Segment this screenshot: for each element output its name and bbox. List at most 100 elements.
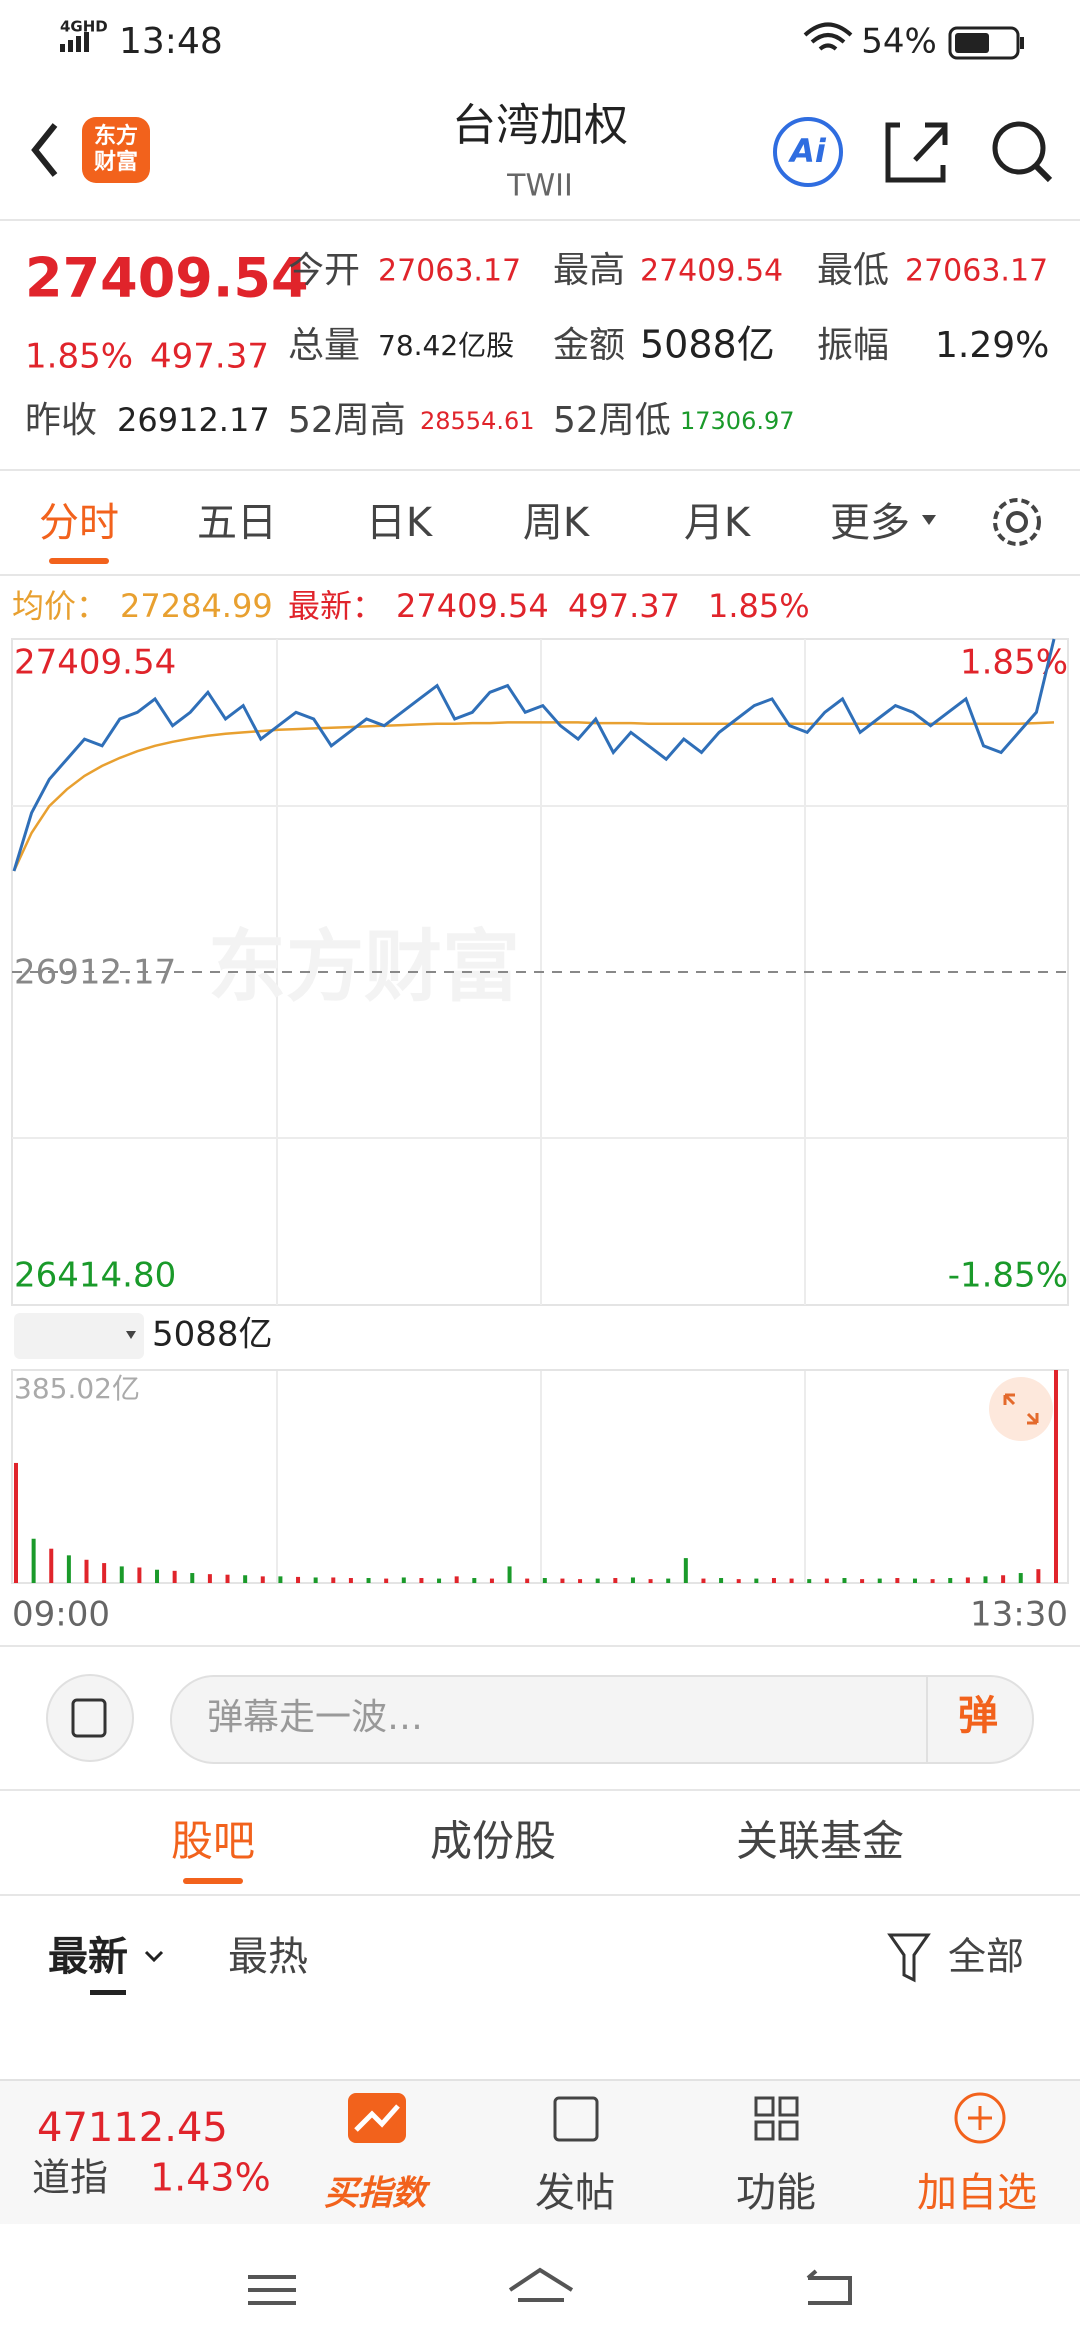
volume-bar — [348, 1578, 353, 1583]
period-tab[interactable]: 周K — [523, 500, 591, 546]
volume-bar — [930, 1579, 935, 1583]
nav-item[interactable]: 发帖 — [535, 2170, 615, 2216]
index-name[interactable]: 道指 — [32, 2156, 108, 2200]
volume-bar — [225, 1574, 230, 1583]
danmaku-placeholder: 弹幕走一波… — [207, 1697, 423, 1738]
price-line — [12, 638, 1056, 872]
filter-all[interactable]: 全部 — [948, 1935, 1024, 1979]
danmaku-settings[interactable] — [46, 1674, 134, 1762]
x-tick-label: 09:00 — [12, 1595, 110, 1635]
volume-bar — [419, 1578, 424, 1583]
avg-line — [12, 721, 1055, 872]
filter-hot[interactable]: 最热 — [228, 1934, 308, 1980]
volume-bar — [983, 1576, 988, 1583]
stat-label: 今开 — [288, 250, 360, 291]
danmaku-button[interactable]: 弹 — [958, 1693, 998, 1739]
stat-label: 总量 — [288, 325, 360, 366]
ai-button[interactable] — [773, 117, 843, 187]
volume-bar — [965, 1577, 970, 1583]
volume-bar — [648, 1579, 653, 1583]
volume-bar — [437, 1578, 442, 1583]
volume-bar — [736, 1579, 741, 1583]
volume-bar — [595, 1578, 600, 1583]
index-change[interactable]: 1.43% — [150, 2156, 271, 2200]
volume-bar — [542, 1578, 547, 1583]
danmaku-input[interactable] — [170, 1675, 1034, 1764]
volume-bar — [190, 1573, 195, 1583]
period-tab[interactable]: 五日 — [197, 500, 277, 546]
stat-label: 最高 — [553, 250, 625, 291]
buy-index-icon — [354, 2104, 400, 2132]
volume-bar — [119, 1566, 124, 1583]
volume-bar — [243, 1575, 248, 1583]
app-logo[interactable] — [82, 117, 150, 183]
battery-icon — [948, 26, 1024, 60]
add-icon — [968, 2106, 992, 2130]
volume-bar — [719, 1578, 724, 1583]
legend-change: 497.37 — [568, 587, 680, 625]
ai-label: Ai — [787, 132, 827, 170]
volume-bar — [754, 1578, 759, 1583]
legend-avg-label: 均价： — [12, 587, 108, 625]
battery-level: 54% — [861, 22, 937, 62]
watermark: 东方财富 — [208, 922, 520, 1012]
volume-bar — [613, 1578, 618, 1583]
legend-change-pct: 1.85% — [708, 587, 810, 625]
time: 13:48 — [119, 21, 223, 62]
volume-bar — [683, 1558, 688, 1583]
volume-bar — [789, 1578, 794, 1583]
tab-indicator — [183, 1878, 243, 1884]
search-button[interactable] — [992, 121, 1053, 183]
section-tab[interactable]: 成份股 — [430, 1817, 556, 1866]
stat-label: 最低 — [817, 250, 889, 291]
volume-bar — [895, 1578, 900, 1583]
volume-bar — [1001, 1575, 1006, 1583]
signal-icon — [60, 32, 89, 52]
stat-value: 17306.97 — [680, 407, 795, 435]
post-icon — [553, 2096, 599, 2142]
volume-bar — [401, 1577, 406, 1583]
selector-caret — [126, 1331, 136, 1339]
volume-bar — [525, 1578, 530, 1583]
nav-item[interactable]: 买指数 — [324, 2174, 431, 2214]
filter-latest[interactable]: 最新 — [48, 1934, 128, 1980]
nav-item[interactable]: 加自选 — [917, 2170, 1037, 2216]
add-icon — [954, 2092, 1006, 2144]
share-button[interactable] — [885, 122, 948, 183]
section-tab[interactable]: 股吧 — [171, 1817, 255, 1866]
period-tab[interactable]: 日K — [366, 500, 434, 546]
volume-bar — [578, 1579, 583, 1583]
section-tab[interactable]: 关联基金 — [736, 1817, 904, 1866]
volume-bar — [507, 1566, 512, 1583]
back-button[interactable] — [31, 123, 58, 177]
volume-bar — [331, 1577, 336, 1583]
volume-bar — [1054, 1370, 1058, 1583]
tab-indicator — [49, 558, 109, 564]
y-tick-label: 385.02亿 — [14, 1372, 140, 1405]
stat-label: 52周高 — [288, 400, 406, 441]
settings-button[interactable] — [993, 498, 1041, 546]
nav-item[interactable]: 功能 — [736, 2170, 816, 2216]
period-tab[interactable]: 月K — [684, 500, 752, 546]
volume-bar — [172, 1570, 177, 1583]
volume-bar — [824, 1578, 829, 1583]
price: 27409.54 — [25, 247, 309, 310]
volume-selector[interactable] — [14, 1313, 144, 1359]
volume-bar — [842, 1578, 847, 1583]
stat-value: 27409.54 — [640, 254, 783, 289]
period-tab[interactable]: 更多 — [830, 500, 910, 546]
expand-button[interactable] — [989, 1377, 1053, 1441]
stat-label: 昨收 — [25, 400, 97, 441]
period-tab[interactable]: 分时 — [39, 500, 119, 546]
wifi-icon — [803, 22, 853, 51]
stat-value: 26912.17 — [117, 401, 270, 439]
volume-bar — [472, 1578, 477, 1583]
volume-bar — [948, 1578, 953, 1583]
y-tick-label: 26912.17 — [14, 953, 176, 993]
volume-bar — [1036, 1569, 1041, 1583]
change-pct: 1.85% — [25, 337, 133, 377]
stat-value: 5088亿 — [640, 323, 775, 367]
index-value[interactable]: 47112.45 — [37, 2105, 228, 2151]
grid — [12, 639, 1068, 1583]
